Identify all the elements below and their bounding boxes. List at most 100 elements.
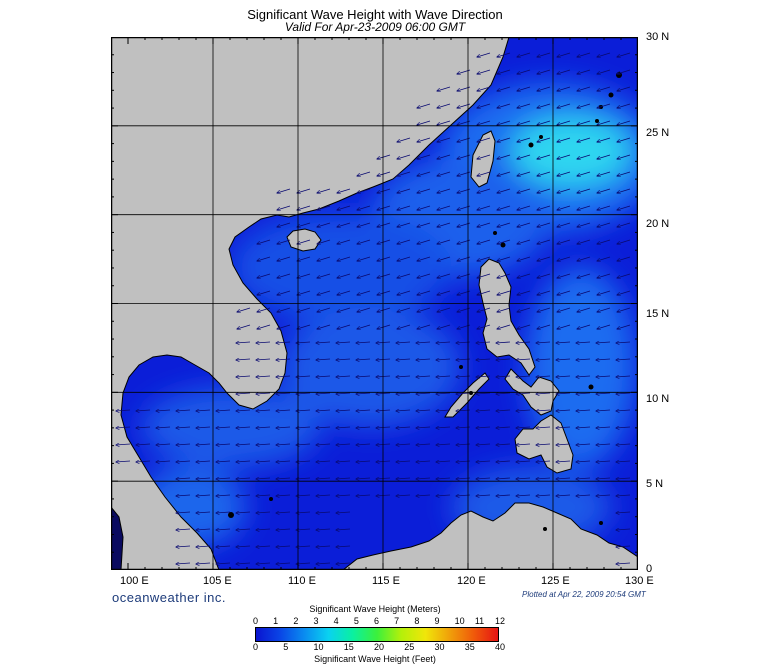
wave-direction-arrow <box>596 478 611 479</box>
wave-direction-arrow <box>216 546 231 547</box>
wave-direction-arrow <box>557 222 571 227</box>
colorbar-meters-tick: 7 <box>394 616 400 626</box>
wave-direction-arrow <box>316 563 331 564</box>
wave-direction-arrow <box>516 427 531 428</box>
wave-direction-arrow <box>417 290 431 295</box>
wave-direction-arrow <box>317 205 331 210</box>
wave-direction-arrow <box>557 205 571 210</box>
wave-direction-arrow <box>476 376 491 377</box>
wave-direction-arrow <box>377 307 391 312</box>
lon-label-110e: 110 E <box>288 575 316 587</box>
wave-direction-arrow <box>276 461 291 462</box>
wave-direction-arrow <box>477 103 491 108</box>
wave-direction-arrow <box>417 222 431 227</box>
wave-direction-arrow <box>397 188 411 193</box>
wave-direction-arrow <box>397 256 411 261</box>
wave-direction-arrow <box>536 495 551 496</box>
wave-direction-arrow <box>196 529 211 530</box>
wave-direction-arrow <box>277 239 291 244</box>
wave-direction-arrow <box>236 427 251 428</box>
wave-direction-arrow <box>576 359 591 360</box>
wave-direction-arrow <box>276 359 291 360</box>
lat-label-20n: 20 N <box>646 218 670 230</box>
wave-direction-arrow <box>617 273 631 278</box>
wave-direction-arrow <box>436 495 451 496</box>
wave-direction-arrow <box>577 120 591 125</box>
wave-direction-arrow <box>617 290 631 295</box>
wave-direction-arrow <box>237 307 251 312</box>
colorbar-meters-tick: 6 <box>374 616 380 626</box>
wave-direction-arrow <box>477 188 491 193</box>
wave-direction-arrows <box>116 52 631 564</box>
wave-direction-arrow <box>396 427 411 428</box>
wave-direction-arrow <box>597 120 611 125</box>
wave-direction-arrow <box>597 222 611 227</box>
wave-direction-arrow <box>396 478 411 479</box>
wave-direction-arrow <box>597 52 611 57</box>
graticule <box>111 37 638 570</box>
colorbar-meters-tick: 10 <box>454 616 465 626</box>
wave-direction-arrow <box>337 256 351 261</box>
wave-direction-arrow <box>517 154 531 159</box>
wave-direction-arrow <box>276 529 291 530</box>
wave-direction-arrow <box>317 222 331 227</box>
wave-direction-arrow <box>357 324 371 329</box>
wave-direction-arrow <box>417 188 431 193</box>
wave-direction-arrow <box>356 393 371 394</box>
wave-direction-arrow <box>617 69 631 74</box>
colorbar <box>255 627 499 642</box>
wave-direction-arrow <box>116 410 131 411</box>
wave-direction-arrow <box>496 427 511 428</box>
wave-direction-arrow <box>596 410 611 411</box>
wave-direction-arrow <box>236 342 251 343</box>
wave-direction-arrow <box>356 444 371 445</box>
wave-direction-arrow <box>497 171 511 176</box>
wave-direction-arrow <box>516 478 531 479</box>
wave-direction-arrow <box>356 495 371 496</box>
wave-direction-arrow <box>396 410 411 411</box>
wave-direction-arrow <box>597 239 611 244</box>
wave-direction-arrow <box>576 461 591 462</box>
wave-direction-arrow <box>336 376 351 377</box>
wave-direction-arrow <box>436 410 451 411</box>
wave-direction-arrow <box>256 342 271 343</box>
wave-direction-arrow <box>576 393 591 394</box>
wave-direction-arrow <box>497 52 511 57</box>
wave-direction-arrow <box>477 256 491 261</box>
wave-direction-arrow <box>517 222 531 227</box>
wave-direction-arrow <box>617 103 631 108</box>
wave-direction-arrow <box>336 444 351 445</box>
colorbar-meters-tick: 2 <box>293 616 299 626</box>
wave-direction-arrow <box>357 290 371 295</box>
wave-direction-arrow <box>437 239 451 244</box>
wave-direction-arrow <box>397 273 411 278</box>
wave-direction-arrow <box>537 222 551 227</box>
wave-direction-arrow <box>357 307 371 312</box>
wave-direction-arrow <box>176 410 191 411</box>
wave-direction-arrow <box>596 461 611 462</box>
colorbar-meters-tick: 4 <box>333 616 339 626</box>
wave-direction-arrow <box>537 307 551 312</box>
wave-direction-arrow <box>476 444 491 445</box>
wave-direction-arrow <box>316 546 331 547</box>
wave-direction-arrow <box>276 563 291 564</box>
wave-direction-arrow <box>557 273 571 278</box>
wave-direction-arrow <box>477 290 491 295</box>
wave-direction-arrow <box>517 171 531 176</box>
wave-direction-arrow <box>597 69 611 74</box>
wave-direction-arrow <box>437 103 451 108</box>
wave-direction-arrow <box>436 359 451 360</box>
wave-direction-arrow <box>416 410 431 411</box>
wave-direction-arrow <box>617 86 631 91</box>
wave-direction-arrow <box>136 461 151 462</box>
wave-direction-arrow <box>397 137 411 142</box>
wave-direction-arrow <box>176 478 191 479</box>
wave-direction-arrow <box>417 120 431 125</box>
wave-direction-arrow <box>236 359 251 360</box>
wave-direction-arrow <box>116 427 131 428</box>
wave-direction-arrow <box>497 137 511 142</box>
wave-direction-arrow <box>617 324 631 329</box>
wave-direction-arrow <box>336 359 351 360</box>
wave-direction-arrow <box>496 342 511 343</box>
wave-direction-arrow <box>337 290 351 295</box>
